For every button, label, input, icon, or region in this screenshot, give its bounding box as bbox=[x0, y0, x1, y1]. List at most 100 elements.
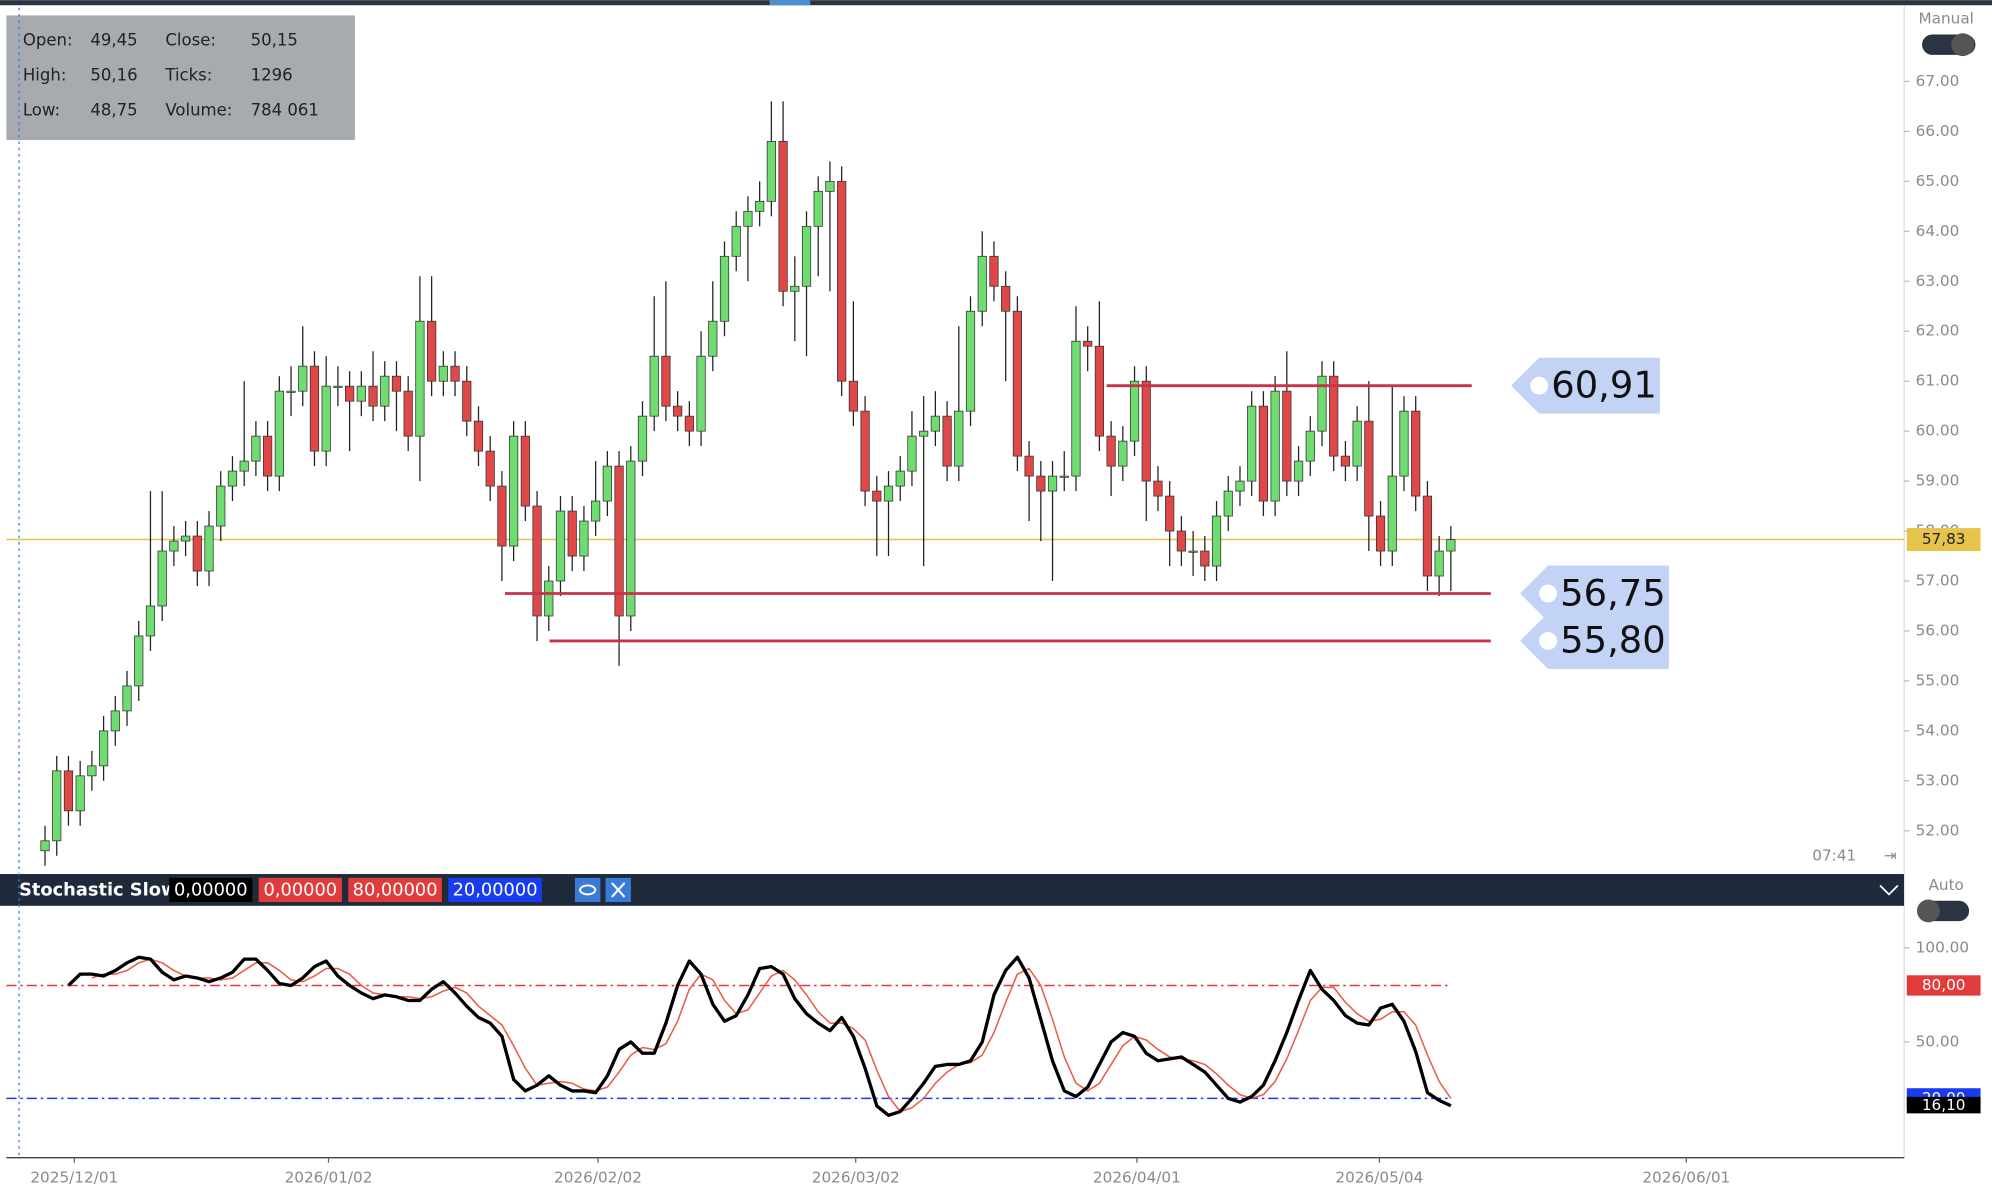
candle-body bbox=[251, 435, 261, 462]
candle-body bbox=[532, 505, 542, 617]
candle-body bbox=[204, 525, 214, 572]
candle-body bbox=[462, 380, 472, 422]
info-value: 784 061 bbox=[251, 100, 319, 119]
close-icon bbox=[611, 882, 626, 898]
candle-body bbox=[1153, 480, 1163, 497]
mode-toggle[interactable]: Manual bbox=[1918, 10, 1976, 57]
level-badge bbox=[1520, 565, 1669, 622]
candle-body bbox=[942, 415, 952, 467]
param-value: 20,00000 bbox=[453, 880, 538, 901]
last-price-badge bbox=[1906, 528, 1981, 551]
candle-body bbox=[134, 635, 144, 687]
candle-body bbox=[567, 510, 577, 557]
scroll-icon[interactable]: ⇥ bbox=[1884, 847, 1897, 865]
candle-body bbox=[227, 470, 238, 487]
candle-body bbox=[837, 180, 847, 382]
candle-body bbox=[87, 765, 97, 777]
candle-body bbox=[1188, 550, 1198, 553]
candle-body bbox=[1258, 405, 1269, 502]
info-label: Close: bbox=[165, 30, 216, 49]
candle-body bbox=[1329, 375, 1339, 457]
candle-body bbox=[169, 540, 179, 552]
candle-body bbox=[907, 435, 917, 472]
candle-body bbox=[1141, 380, 1151, 482]
mode-label: Manual bbox=[1918, 10, 1973, 28]
candle-body bbox=[860, 410, 870, 492]
info-value: 48,75 bbox=[90, 100, 137, 119]
level-label: 80,00 bbox=[1922, 976, 1966, 994]
candle-body bbox=[1247, 405, 1257, 482]
candle-body bbox=[1352, 420, 1362, 467]
candle-body bbox=[98, 730, 109, 767]
candle-body bbox=[872, 490, 882, 502]
candle-body bbox=[157, 550, 167, 607]
collapse-icon[interactable] bbox=[1879, 884, 1899, 896]
candle-body bbox=[661, 355, 671, 407]
param-box bbox=[448, 877, 542, 903]
toggle-knob[interactable] bbox=[1916, 899, 1940, 923]
x-tick-label: 2025/12/01 bbox=[30, 1169, 118, 1187]
candle-body bbox=[696, 355, 706, 432]
top-border bbox=[0, 0, 1992, 6]
candle-body bbox=[766, 141, 776, 202]
candle-body bbox=[321, 385, 331, 452]
y-tick-label: 67.00 bbox=[1916, 72, 1960, 90]
candle-body bbox=[427, 320, 437, 382]
candle-body bbox=[1340, 455, 1351, 467]
candle-body bbox=[755, 200, 765, 212]
candle-body bbox=[1235, 480, 1245, 492]
candle-body bbox=[602, 465, 612, 502]
level-label: 56,75 bbox=[1560, 571, 1666, 614]
y-tick-label: 61.00 bbox=[1916, 372, 1960, 390]
candle-body bbox=[63, 770, 74, 812]
y-tick-label: 53.00 bbox=[1916, 771, 1960, 789]
candle-body bbox=[1364, 420, 1374, 517]
candle-body bbox=[1375, 515, 1386, 552]
x-tick-label: 2026/03/02 bbox=[812, 1169, 900, 1187]
level-badge bbox=[1520, 612, 1669, 669]
candle-body bbox=[239, 460, 249, 472]
candle-body bbox=[52, 770, 62, 842]
candle-body bbox=[649, 355, 659, 417]
stochastic-line bbox=[67, 955, 1452, 1117]
candle-body bbox=[1118, 440, 1128, 467]
info-value: 50,16 bbox=[90, 65, 137, 84]
last-value-label: 16,10 bbox=[1922, 1096, 1966, 1114]
candle-body bbox=[40, 840, 50, 852]
param-value: 0,00000 bbox=[264, 880, 338, 901]
level-badge-dot bbox=[1530, 376, 1549, 395]
candle-body bbox=[274, 390, 284, 477]
candle-body bbox=[1024, 455, 1034, 477]
candle-body bbox=[345, 385, 355, 402]
toggle-knob[interactable] bbox=[1951, 33, 1975, 57]
candle-body bbox=[438, 365, 448, 382]
y-tick-label: 55.00 bbox=[1916, 671, 1960, 689]
info-label: Open: bbox=[23, 30, 73, 49]
y-tick-label: 65.00 bbox=[1916, 172, 1960, 190]
candle-body bbox=[356, 385, 366, 402]
candle-body bbox=[1106, 435, 1116, 467]
candle-body bbox=[919, 430, 929, 437]
y-tick-label: 57.00 bbox=[1916, 572, 1960, 590]
candle-body bbox=[181, 535, 191, 542]
candle-body bbox=[965, 310, 976, 412]
y-tick-label: 100.00 bbox=[1916, 938, 1969, 956]
info-label: High: bbox=[23, 65, 67, 84]
candle-body bbox=[286, 390, 296, 393]
candle-body bbox=[1446, 539, 1456, 552]
y-tick-label: 62.00 bbox=[1916, 322, 1960, 340]
mode-label: Auto bbox=[1928, 876, 1963, 894]
candle-body bbox=[614, 465, 624, 617]
visibility-button[interactable] bbox=[574, 877, 601, 903]
indicator-toggle[interactable]: Auto bbox=[1916, 876, 1970, 923]
candle-body bbox=[555, 510, 566, 582]
indicator-header-right bbox=[1904, 874, 1992, 906]
clock: 07:41 bbox=[1812, 847, 1856, 865]
info-value: 1296 bbox=[251, 65, 293, 84]
candle-body bbox=[883, 485, 894, 502]
candle-body bbox=[298, 365, 308, 392]
candle-body bbox=[380, 375, 390, 407]
x-tick-label: 2026/02/02 bbox=[554, 1169, 642, 1187]
